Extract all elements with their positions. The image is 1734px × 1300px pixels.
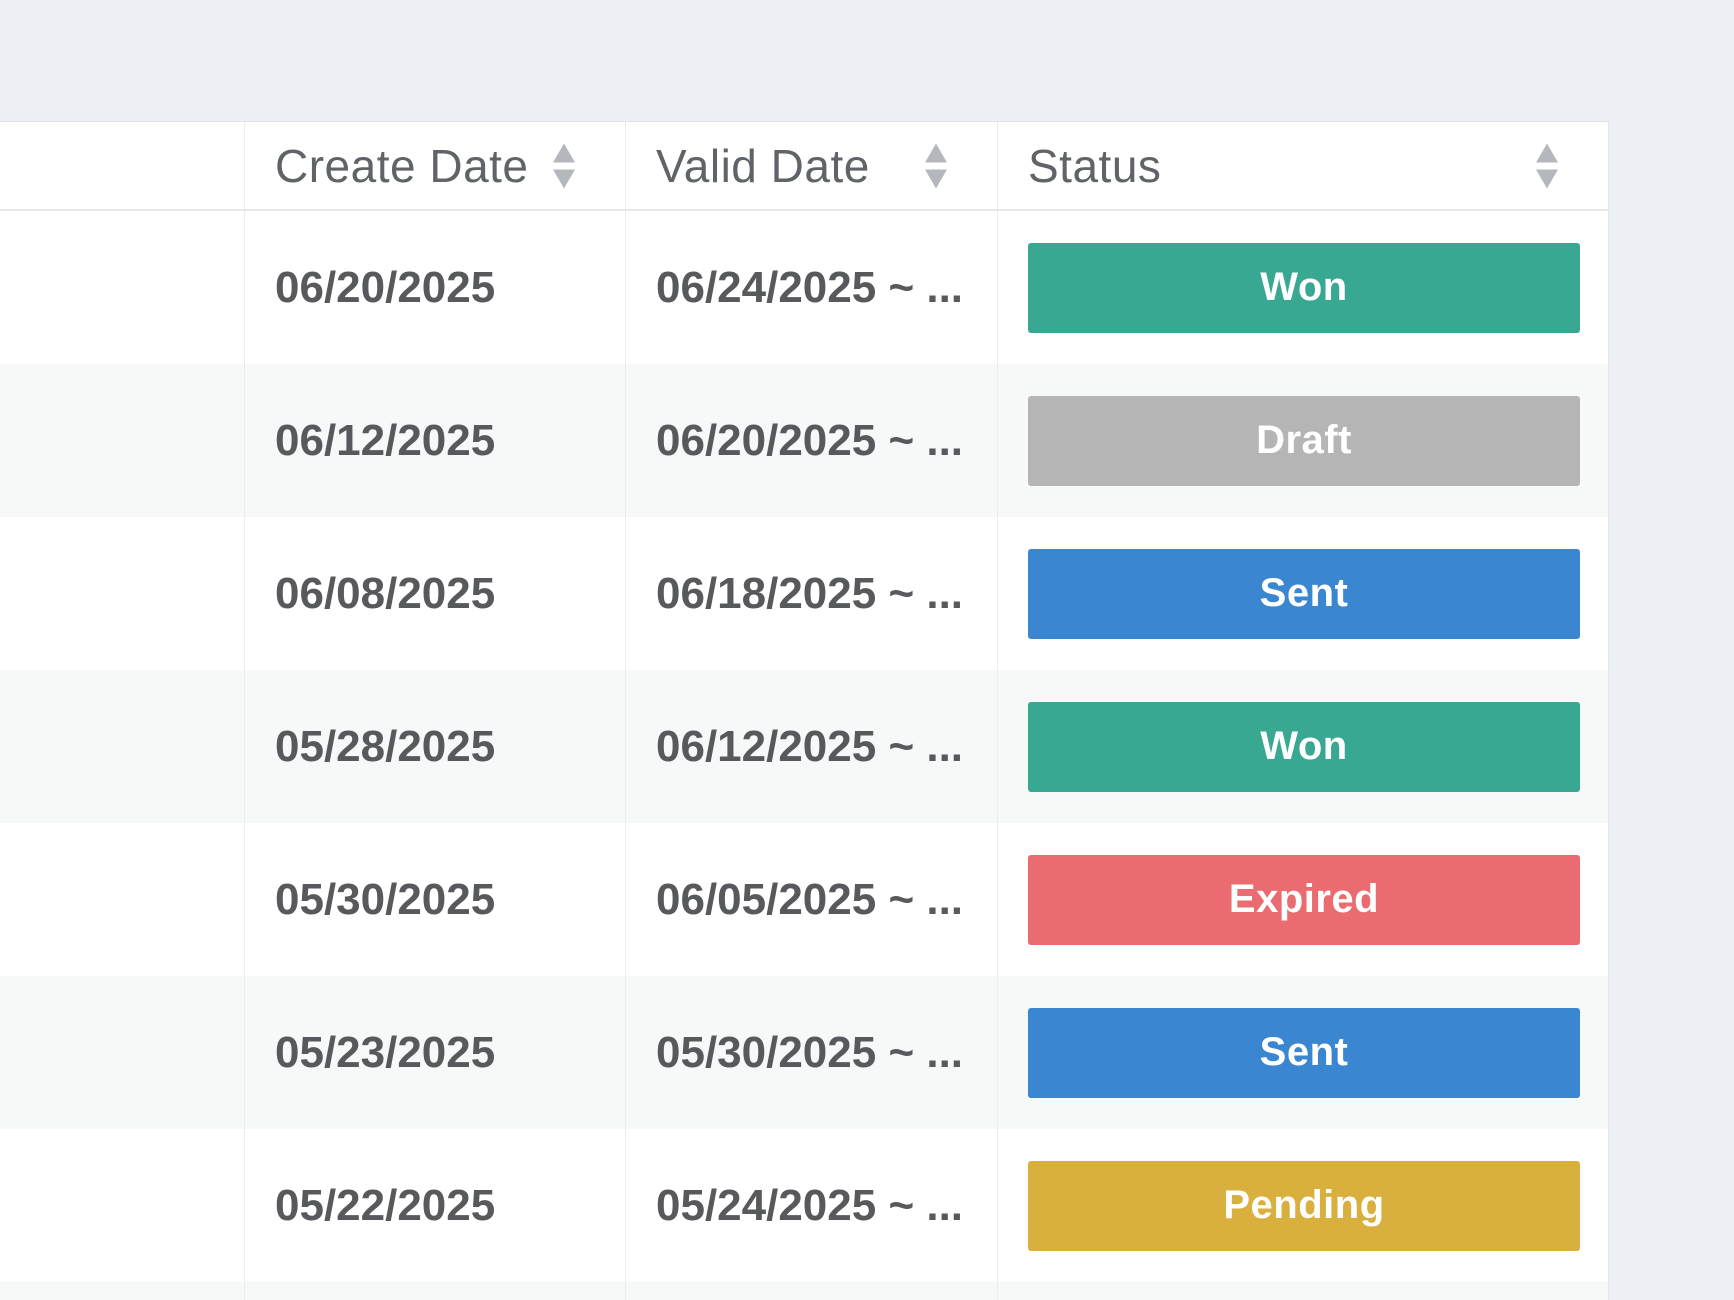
cell-create-date: 06/08/2025: [244, 517, 625, 670]
page-top-background: [0, 0, 1734, 121]
cell-create-date: 05/23/2025: [244, 976, 625, 1129]
sort-arrows-icon[interactable]: [1536, 143, 1558, 188]
column-header-valid-date[interactable]: Valid Date: [625, 122, 997, 209]
cell-create-date: 06/20/2025: [244, 211, 625, 364]
cell-status: Expired: [997, 823, 1608, 976]
column-header-label: Valid Date: [656, 139, 870, 192]
cell-create-date: 05/22/2025: [244, 1129, 625, 1282]
column-header-empty: [0, 122, 244, 209]
cell-valid-date: 06/24/2025 ~ ...: [625, 211, 997, 364]
column-header-label: Create Date: [275, 139, 529, 192]
column-header-create-date[interactable]: Create Date: [244, 122, 625, 209]
status-badge: Sent: [1028, 548, 1580, 639]
cell-status: Draft: [997, 364, 1608, 517]
cell-empty: [625, 1282, 997, 1300]
cell-status: Sent: [997, 517, 1608, 670]
cell-valid-date: 06/18/2025 ~ ...: [625, 517, 997, 670]
quotes-table: Create Date Valid Date Status 06/20/202: [0, 121, 1609, 1300]
table-body: 06/20/2025 06/24/2025 ~ ... Won 06/12/20…: [0, 211, 1608, 1300]
sort-up-icon: [925, 143, 947, 162]
sort-down-icon: [1536, 169, 1558, 188]
sort-arrows-icon[interactable]: [925, 143, 947, 188]
cell-empty: [244, 1282, 625, 1300]
table-row-partial[interactable]: [0, 1282, 1608, 1300]
status-badge: Draft: [1028, 395, 1580, 486]
cell-valid-date: 06/12/2025 ~ ...: [625, 670, 997, 823]
cell-create-date: 05/28/2025: [244, 670, 625, 823]
status-badge: Expired: [1028, 854, 1580, 945]
sort-down-icon: [553, 169, 575, 188]
cell-empty: [0, 517, 244, 670]
cell-status: Won: [997, 670, 1608, 823]
cell-create-date: 06/12/2025: [244, 364, 625, 517]
table-row[interactable]: 06/20/2025 06/24/2025 ~ ... Won: [0, 211, 1608, 364]
cell-valid-date: 06/05/2025 ~ ...: [625, 823, 997, 976]
cell-empty: [0, 1282, 244, 1300]
status-badge: Sent: [1028, 1007, 1580, 1098]
sort-arrows-icon[interactable]: [553, 143, 575, 188]
column-header-label: Status: [1028, 139, 1162, 192]
status-badge: Pending: [1028, 1160, 1580, 1251]
table-row[interactable]: 05/22/2025 05/24/2025 ~ ... Pending: [0, 1129, 1608, 1282]
table-row[interactable]: 06/08/2025 06/18/2025 ~ ... Sent: [0, 517, 1608, 670]
cell-empty: [0, 670, 244, 823]
cell-valid-date: 05/24/2025 ~ ...: [625, 1129, 997, 1282]
table-row[interactable]: 05/28/2025 06/12/2025 ~ ... Won: [0, 670, 1608, 823]
cell-valid-date: 06/20/2025 ~ ...: [625, 364, 997, 517]
sort-up-icon: [553, 143, 575, 162]
status-badge: Won: [1028, 242, 1580, 333]
cell-empty: [0, 211, 244, 364]
sort-down-icon: [925, 169, 947, 188]
cell-status: Won: [997, 211, 1608, 364]
cell-valid-date: 05/30/2025 ~ ...: [625, 976, 997, 1129]
cell-empty: [0, 823, 244, 976]
table-header-row: Create Date Valid Date Status: [0, 122, 1608, 211]
cell-empty: [0, 1129, 244, 1282]
cell-empty: [0, 976, 244, 1129]
table-row[interactable]: 05/23/2025 05/30/2025 ~ ... Sent: [0, 976, 1608, 1129]
cell-status: Pending: [997, 1129, 1608, 1282]
sort-up-icon: [1536, 143, 1558, 162]
table-row[interactable]: 06/12/2025 06/20/2025 ~ ... Draft: [0, 364, 1608, 517]
column-header-status[interactable]: Status: [997, 122, 1608, 209]
status-badge: Won: [1028, 701, 1580, 792]
cell-empty: [0, 364, 244, 517]
cell-empty: [997, 1282, 1608, 1300]
table-row[interactable]: 05/30/2025 06/05/2025 ~ ... Expired: [0, 823, 1608, 976]
cell-create-date: 05/30/2025: [244, 823, 625, 976]
cell-status: Sent: [997, 976, 1608, 1129]
